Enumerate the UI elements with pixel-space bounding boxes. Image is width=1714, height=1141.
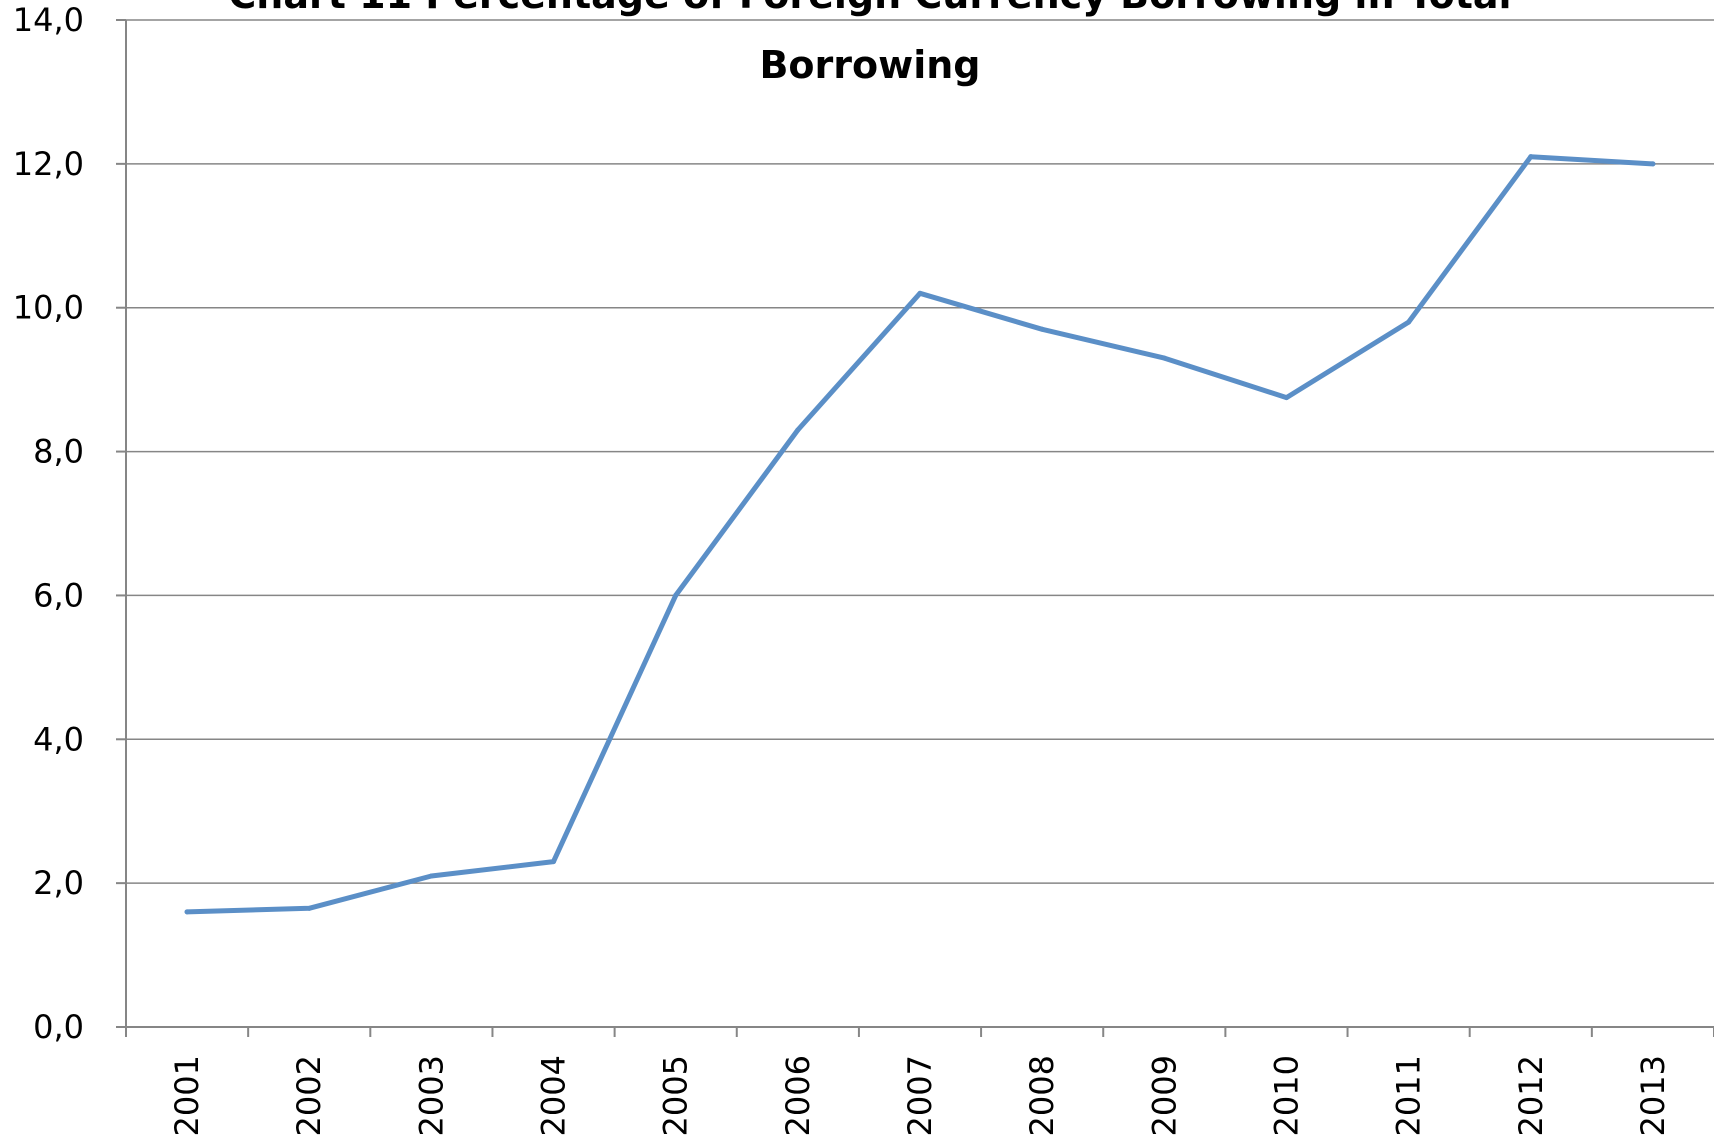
x-tick-label: 2007 (901, 1055, 939, 1136)
y-tick-label: 4,0 (33, 720, 84, 758)
series-group (184, 154, 1656, 915)
gridlines (126, 19, 1714, 884)
data-point (551, 859, 557, 865)
chart-title: Chart 11 Percentage of Foreign Currency … (228, 0, 1511, 87)
data-point (306, 905, 312, 911)
x-tick-labels: 2001 2002 2003 2004 2005 2006 2007 2008 2009 2010… (168, 1055, 1672, 1136)
x-tick-label: 2009 (1145, 1055, 1183, 1136)
x-tick-label: 2004 (535, 1055, 573, 1136)
data-point (1161, 355, 1167, 361)
data-point (1283, 395, 1289, 401)
data-point (428, 873, 434, 879)
data-point (1039, 326, 1045, 332)
data-point (184, 909, 190, 915)
y-tick-labels: 0,0 2,0 4,0 6,0 8,0 10,0 12,0 14,0 (13, 1, 84, 1046)
y-tick-label: 14,0 (13, 1, 84, 39)
series-line (184, 154, 1656, 915)
data-point (673, 592, 679, 598)
x-tick-label: 2001 (168, 1055, 206, 1136)
x-tick-label: 2003 (412, 1055, 450, 1136)
data-point (795, 427, 801, 433)
data-point (1528, 154, 1534, 160)
x-tick-label: 2002 (290, 1055, 328, 1136)
y-tick-label: 2,0 (33, 864, 84, 902)
x-tick-label: 2010 (1267, 1055, 1305, 1136)
y-tick-label: 12,0 (13, 145, 84, 183)
x-tick-label: 2013 (1634, 1055, 1672, 1136)
x-tick-label: 2006 (779, 1055, 817, 1136)
data-point (917, 290, 923, 296)
x-tick-label: 2011 (1390, 1055, 1428, 1136)
x-tick-label: 2005 (657, 1055, 695, 1136)
axes (116, 19, 1714, 1037)
x-tick-label: 2012 (1512, 1055, 1550, 1136)
data-point (1406, 319, 1412, 325)
x-tick-label: 2008 (1023, 1055, 1061, 1136)
y-tick-label: 10,0 (13, 289, 84, 327)
y-tick-label: 6,0 (33, 576, 84, 614)
chart-title-line-1: Chart 11 Percentage of Foreign Currency … (228, 0, 1511, 17)
data-point (1650, 161, 1656, 167)
y-tick-label: 8,0 (33, 433, 84, 471)
y-tick-label: 0,0 (33, 1008, 84, 1046)
chart-title-line-2: Borrowing (759, 43, 980, 87)
